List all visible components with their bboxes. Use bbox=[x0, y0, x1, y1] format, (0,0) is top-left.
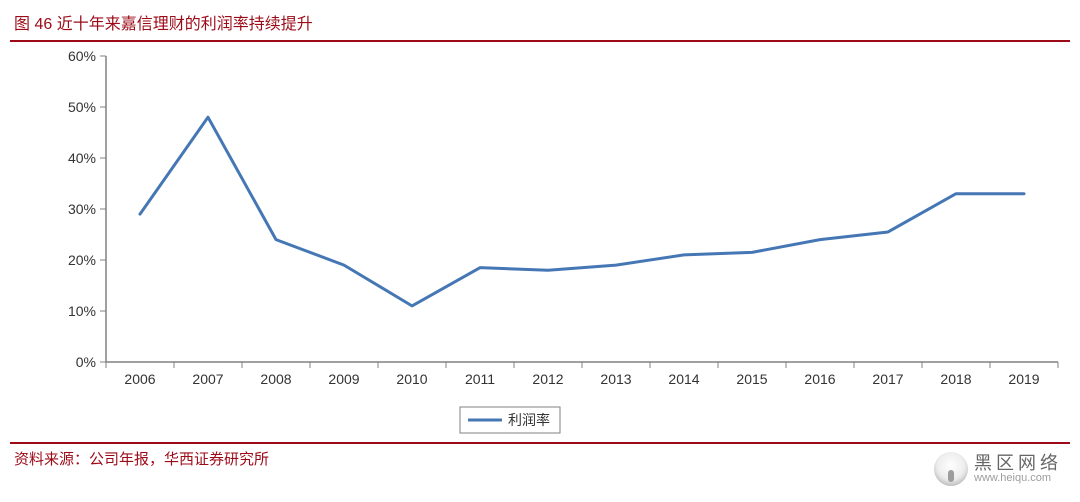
svg-text:2012: 2012 bbox=[532, 371, 563, 387]
svg-text:2018: 2018 bbox=[940, 371, 971, 387]
svg-text:2017: 2017 bbox=[872, 371, 903, 387]
svg-text:20%: 20% bbox=[68, 252, 96, 268]
svg-text:60%: 60% bbox=[68, 48, 96, 64]
svg-text:10%: 10% bbox=[68, 303, 96, 319]
svg-text:40%: 40% bbox=[68, 150, 96, 166]
line-chart-svg: 0% 10% 20% 30% 40% 50% 60% 2006 2007 2008 2009 2010… bbox=[10, 42, 1070, 442]
svg-text:利润率: 利润率 bbox=[508, 412, 550, 428]
svg-text:2007: 2007 bbox=[192, 371, 223, 387]
svg-text:2006: 2006 bbox=[124, 371, 155, 387]
figure-container: 图 46 近十年来嘉信理财的利润率持续提升 0% 10% 20% 30% 40% 50% 6… bbox=[0, 0, 1080, 502]
svg-text:2010: 2010 bbox=[396, 371, 427, 387]
svg-text:2014: 2014 bbox=[668, 371, 699, 387]
svg-text:2009: 2009 bbox=[328, 371, 359, 387]
svg-text:2008: 2008 bbox=[260, 371, 291, 387]
watermark: 黑区网络 www.heiqu.com bbox=[934, 452, 1062, 486]
svg-text:0%: 0% bbox=[76, 354, 96, 370]
svg-text:30%: 30% bbox=[68, 201, 96, 217]
svg-text:2011: 2011 bbox=[465, 371, 495, 387]
watermark-text: 黑区网络 www.heiqu.com bbox=[974, 454, 1062, 484]
figure-title: 图 46 近十年来嘉信理财的利润率持续提升 bbox=[10, 8, 1070, 40]
chart-area: 0% 10% 20% 30% 40% 50% 60% 2006 2007 2008 2009 2010… bbox=[10, 42, 1070, 442]
svg-text:2013: 2013 bbox=[600, 371, 631, 387]
watermark-cn: 黑区网络 bbox=[974, 454, 1062, 473]
mushroom-icon bbox=[934, 452, 968, 486]
source-line: 资料来源：公司年报，华西证券研究所 bbox=[10, 444, 1070, 469]
svg-text:50%: 50% bbox=[68, 99, 96, 115]
svg-text:2019: 2019 bbox=[1008, 371, 1039, 387]
svg-text:2015: 2015 bbox=[736, 371, 767, 387]
watermark-en: www.heiqu.com bbox=[974, 473, 1062, 485]
svg-text:2016: 2016 bbox=[804, 371, 835, 387]
